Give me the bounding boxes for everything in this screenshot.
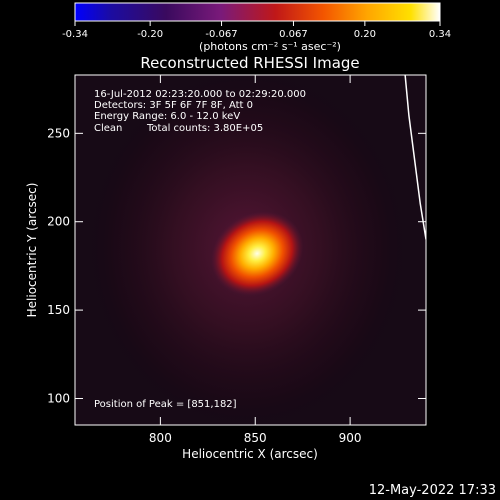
x-axis-label: Heliocentric X (arcsec) (182, 447, 318, 461)
colorbar-tick-label: -0.067 (205, 29, 237, 40)
colorbar-tick-label: -0.20 (137, 29, 163, 40)
annotation-energy-range: Energy Range: 6.0 - 12.0 keV (94, 111, 240, 122)
solar-limb (404, 75, 426, 240)
x-tick-label: 800 (149, 431, 172, 445)
image-area (75, 75, 426, 425)
colorbar-tick-label: 0.067 (279, 29, 308, 40)
annotation-time-range: 16-Jul-2012 02:23:20.000 to 02:29:20.000 (94, 89, 306, 100)
colorbar (74, 2, 441, 22)
y-axis-label: Heliocentric Y (arcsec) (25, 183, 39, 318)
colorbar-label: (photons cm⁻² s⁻¹ asec⁻²) (199, 40, 341, 53)
annotation-peak-position: Position of Peak = [851,182] (94, 399, 237, 410)
colorbar-ticks: -0.34 -0.20 -0.067 0.067 0.20 0.34 (62, 21, 451, 40)
colorbar-tick-label: 0.20 (354, 29, 376, 40)
colorbar-tick-label: 0.34 (429, 29, 451, 40)
emission-source (211, 211, 304, 296)
plot-timestamp: 12-May-2022 17:33 (369, 483, 496, 498)
annotation-clean: Clean (94, 123, 122, 134)
x-tick-label: 850 (244, 431, 267, 445)
y-tick-label: 250 (47, 126, 70, 140)
y-tick-label: 100 (47, 391, 70, 405)
y-tick-label: 200 (47, 215, 70, 229)
chart-title: Reconstructed RHESSI Image (140, 54, 359, 72)
annotation-detectors: Detectors: 3F 5F 6F 7F 8F, Att 0 (94, 100, 253, 111)
annotation-total-counts: Total counts: 3.80E+05 (146, 123, 263, 134)
axis-ticks: 800 850 900 100 150 200 250 (47, 75, 426, 445)
y-tick-label: 150 (47, 303, 70, 317)
colorbar-tick-label: -0.34 (62, 29, 88, 40)
plot-frame (74, 74, 427, 426)
x-tick-label: 900 (339, 431, 362, 445)
